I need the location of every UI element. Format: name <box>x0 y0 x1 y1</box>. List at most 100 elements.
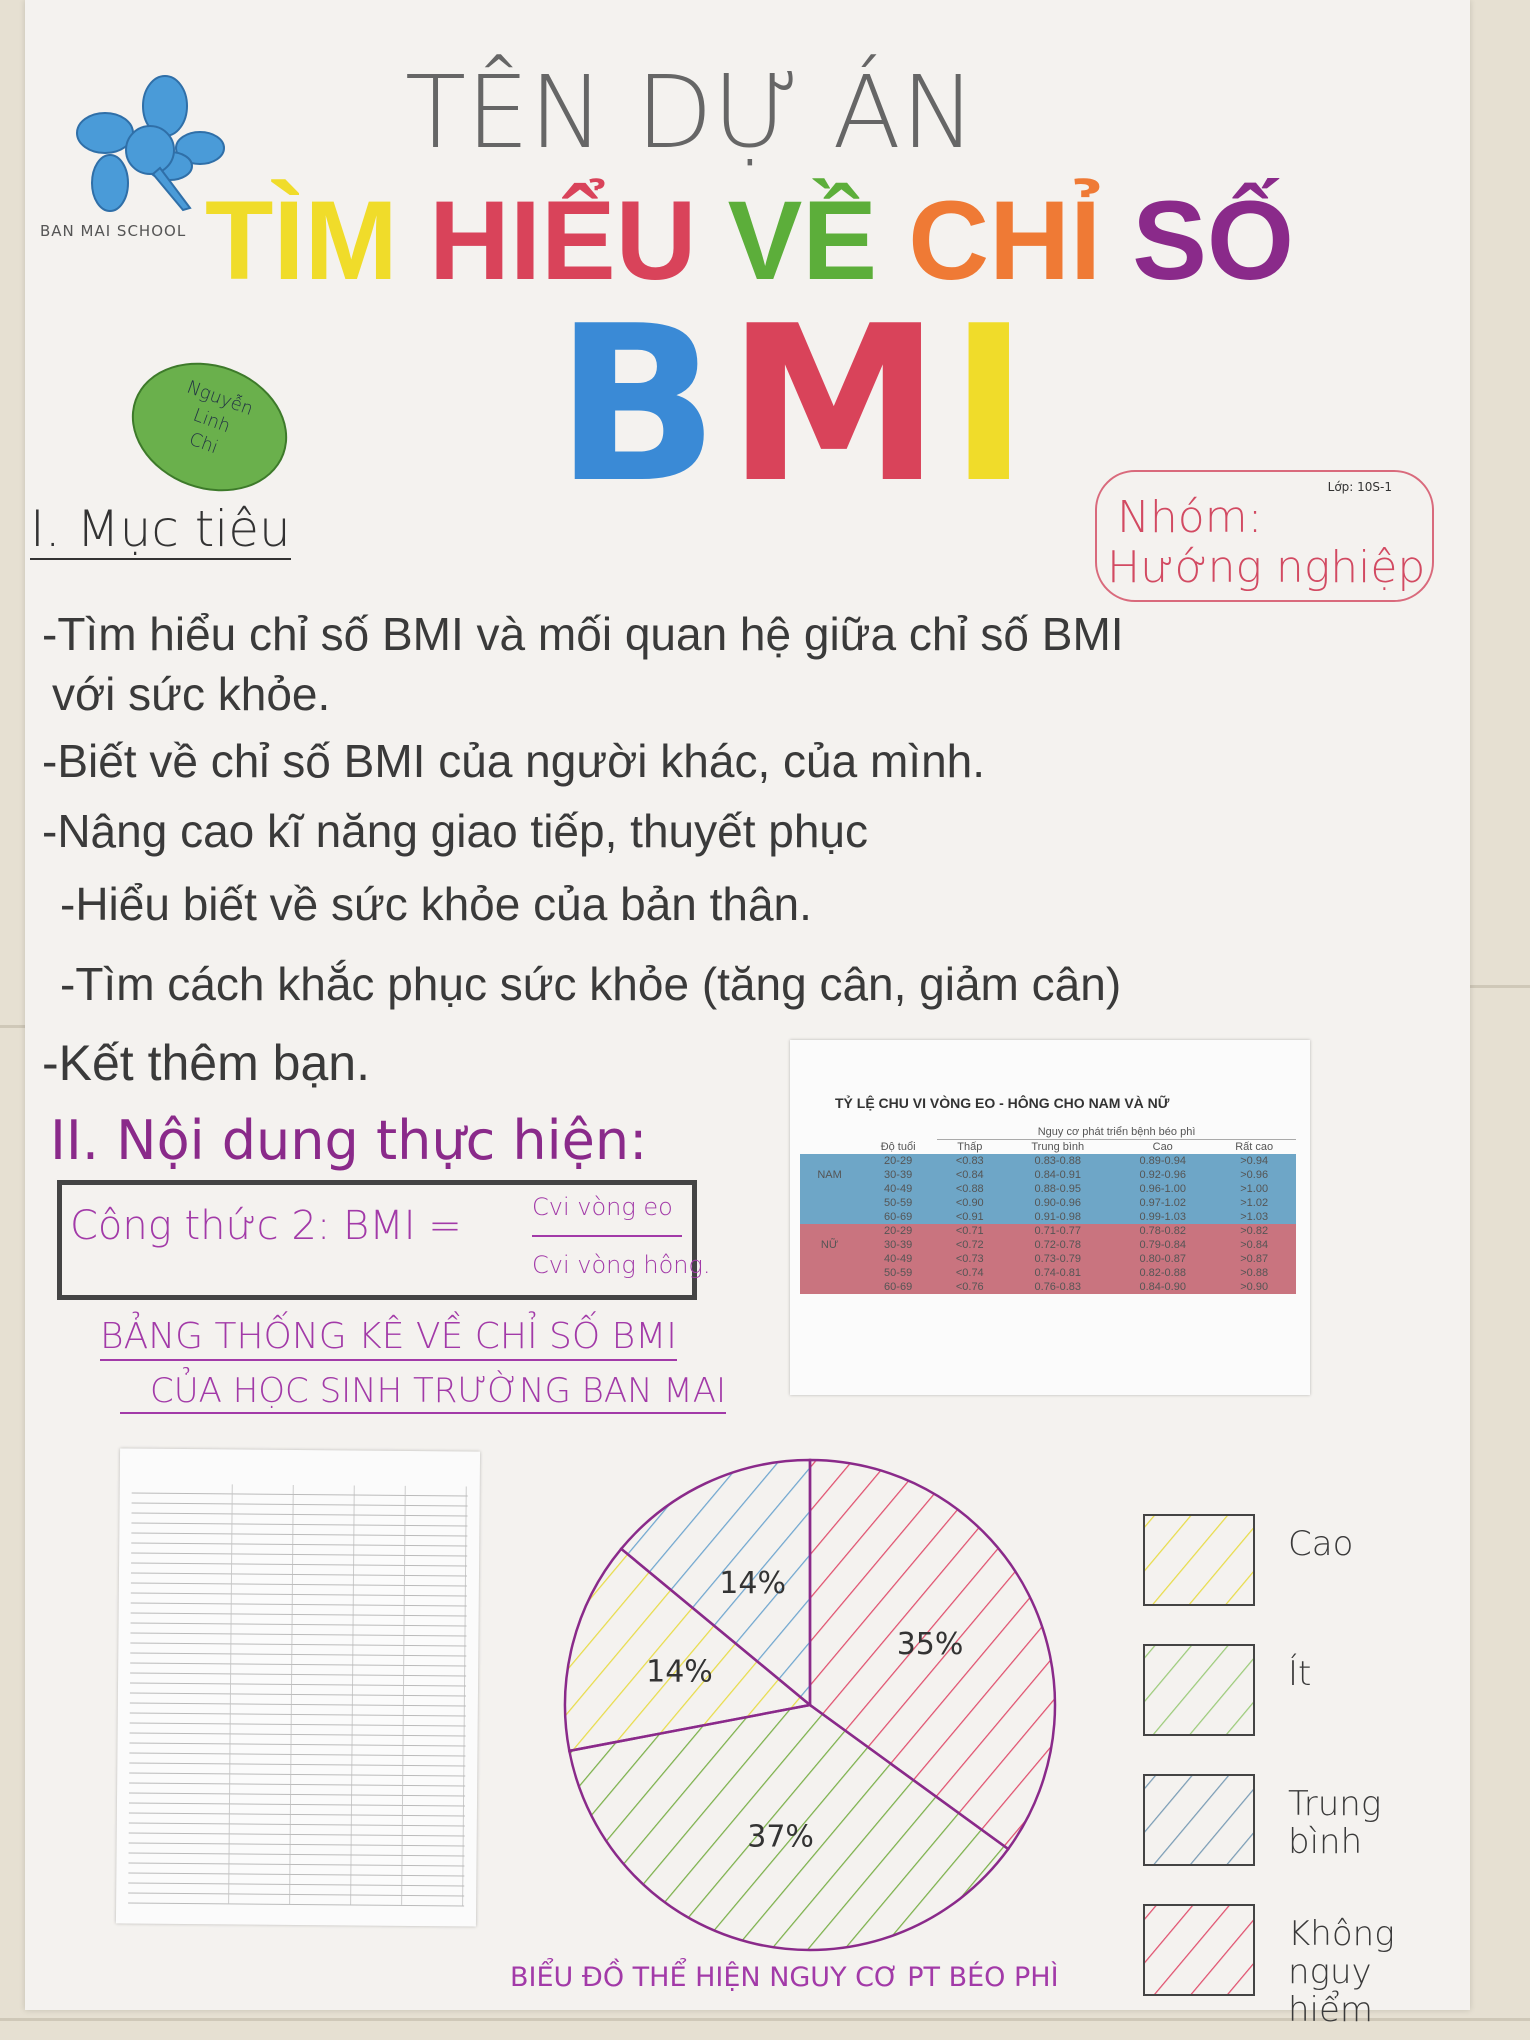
ratio-table-row: 50-59 <0.74 0.74-0.81 0.82-0.88 >0.88 <box>800 1266 1296 1280</box>
student-data-sheet <box>115 1448 481 1927</box>
ratio-cell: 30-39 <box>859 1238 938 1252</box>
pie-slice <box>619 1458 812 1708</box>
project-label: TÊN DỰ ÁN <box>405 54 976 171</box>
ratio-cell: 60-69 <box>859 1210 938 1224</box>
ratio-column-header: Thấp <box>957 1141 983 1153</box>
legend-label: Trung bình <box>1288 1784 1382 1862</box>
legend-swatch <box>1143 1904 1255 1996</box>
legend-swatch <box>1143 1774 1255 1866</box>
title-word: CHỈ <box>908 178 1102 303</box>
legend-label: Cao <box>1288 1524 1354 1564</box>
ratio-cell: 0.97-1.02 <box>1113 1196 1213 1210</box>
ratio-cell: 0.99-1.03 <box>1113 1210 1213 1224</box>
ratio-table-row: 60-69 <0.91 0.91-0.98 0.99-1.03 >1.03 <box>800 1210 1296 1224</box>
ratio-cell: <0.90 <box>937 1196 1003 1210</box>
ratio-cell: 20-29 <box>859 1224 938 1238</box>
bmi-title: BMI <box>555 297 1037 512</box>
ratio-cell: 0.72-0.78 <box>1002 1238 1114 1252</box>
pie-slice-label: 14% <box>719 1566 786 1601</box>
ratio-cell: 0.92-0.96 <box>1113 1168 1213 1182</box>
poster-title: TÌM HIỂU VỀ CHỈ SỐ <box>205 182 1294 300</box>
ratio-column-header: Cao <box>1152 1141 1173 1153</box>
title-word: TÌM <box>205 178 398 303</box>
ratio-cell: 0.88-0.95 <box>1002 1182 1114 1196</box>
legend-swatch <box>1143 1644 1255 1736</box>
ratio-cell: 0.90-0.96 <box>1002 1196 1114 1210</box>
pie-slice <box>563 1547 813 1753</box>
ratio-table-row: NAM 30-39 <0.84 0.84-0.91 0.92-0.96 >0.96 <box>800 1168 1296 1182</box>
ratio-cell: 0.79-0.84 <box>1113 1238 1213 1252</box>
ratio-group-label <box>800 1154 860 1168</box>
fraction-bar <box>532 1235 682 1237</box>
ratio-cell: 0.96-1.00 <box>1113 1182 1213 1196</box>
group-label: Nhóm: <box>1117 492 1263 543</box>
objective-item: -Hiểu biết về sức khỏe của bản thân. <box>60 878 812 930</box>
school-name: BAN MAI SCHOOL <box>40 222 187 240</box>
ratio-cell: 50-59 <box>859 1266 938 1280</box>
ratio-cell: 50-59 <box>859 1196 938 1210</box>
student-data-grid <box>128 1483 468 1907</box>
stats-title-line2: CỦA HỌC SINH TRƯỜNG BAN MAI <box>120 1370 726 1414</box>
pie-slice-label: 35% <box>897 1627 964 1662</box>
ratio-cell: >1.02 <box>1212 1196 1296 1210</box>
ratio-cell: 20-29 <box>859 1154 938 1168</box>
ratio-cell: >0.87 <box>1212 1252 1296 1266</box>
ratio-table-sheet: TỶ LỆ CHU VI VÒNG EO - HÔNG CHO NAM VÀ N… <box>790 1040 1310 1395</box>
objective-item: với sức khỏe. <box>52 668 331 720</box>
ratio-cell: 40-49 <box>859 1182 938 1196</box>
bmi-letter: I <box>948 279 1037 530</box>
school-logo-icon <box>76 75 225 212</box>
ratio-group-label <box>800 1182 860 1196</box>
legend-label: Ít <box>1288 1654 1312 1694</box>
ratio-cell: <0.73 <box>937 1252 1003 1266</box>
pie-slice <box>808 1458 1057 1851</box>
ratio-cell: <0.71 <box>937 1224 1003 1238</box>
ratio-group-label <box>800 1280 860 1294</box>
section2-heading: II. Nội dung thực hiện: <box>50 1109 648 1172</box>
stats-title-line1: BẢNG THỐNG KÊ VỀ CHỈ SỐ BMI <box>100 1315 677 1361</box>
title-word: HIỂU <box>428 178 697 303</box>
pie-slice-label: 14% <box>646 1654 713 1689</box>
ratio-cell: 0.83-0.88 <box>1002 1154 1114 1168</box>
objective-item: -Tìm hiểu chỉ số BMI và mối quan hệ giữa… <box>42 608 1124 660</box>
ratio-cell: 30-39 <box>859 1168 938 1182</box>
ratio-cell: 0.84-0.90 <box>1113 1280 1213 1294</box>
data-sheet-row <box>128 1893 465 1907</box>
ratio-cell: >0.84 <box>1212 1238 1296 1252</box>
ratio-cell: 0.74-0.81 <box>1002 1266 1114 1280</box>
title-word: VỀ <box>727 178 878 303</box>
ratio-table-row: 40-49 <0.88 0.88-0.95 0.96-1.00 >1.00 <box>800 1182 1296 1196</box>
ratio-table-row: 20-29 <0.71 0.71-0.77 0.78-0.82 >0.82 <box>800 1224 1296 1238</box>
ratio-cell: 0.78-0.82 <box>1113 1224 1213 1238</box>
ratio-group-label: NAM <box>800 1168 860 1182</box>
ratio-column-header: Độ tuổi <box>880 1140 916 1153</box>
ratio-cell: >0.90 <box>1212 1280 1296 1294</box>
ratio-table-row: 20-29 <0.83 0.83-0.88 0.89-0.94 >0.94 <box>800 1154 1296 1168</box>
objective-item: -Tìm cách khắc phục sức khỏe (tăng cân, … <box>60 958 1122 1010</box>
legend-label: Không nguy hiểm <box>1288 1914 1395 2030</box>
class-label: Lớp: 10S-1 <box>1327 480 1392 494</box>
ratio-cell: 0.76-0.83 <box>1002 1280 1114 1294</box>
ratio-cell: 0.84-0.91 <box>1002 1168 1114 1182</box>
ratio-group-label: NỮ <box>800 1238 860 1252</box>
ratio-table-row: 50-59 <0.90 0.90-0.96 0.97-1.02 >1.02 <box>800 1196 1296 1210</box>
ratio-group-label <box>800 1266 860 1280</box>
bmi-letter: M <box>726 279 949 530</box>
objective-item: -Biết về chỉ số BMI của người khác, của … <box>42 735 986 787</box>
ratio-cell: >0.88 <box>1212 1266 1296 1280</box>
ratio-group-label <box>800 1196 860 1210</box>
ratio-cell: >0.94 <box>1212 1154 1296 1168</box>
ratio-table-row: 40-49 <0.73 0.73-0.79 0.80-0.87 >0.87 <box>800 1252 1296 1266</box>
floor-tile-line <box>0 2018 1530 2021</box>
group-box: Lớp: 10S-1 Nhóm: Hướng nghiệp <box>1095 470 1434 602</box>
ratio-cell: 40-49 <box>859 1252 938 1266</box>
ratio-group-label <box>800 1252 860 1266</box>
ratio-cell: >0.96 <box>1212 1168 1296 1182</box>
floor-tile-line <box>0 1025 30 1028</box>
chart-title: BIỂU ĐỒ THỂ HIỆN NGUY CƠ PT BÉO PHÌ <box>510 1962 1059 1993</box>
ratio-cell: <0.84 <box>937 1168 1003 1182</box>
pie-slice-label: 37% <box>747 1820 814 1855</box>
bmi-letter: B <box>555 279 727 530</box>
ratio-cell: 0.82-0.88 <box>1113 1266 1213 1280</box>
formula-box: Công thức 2: BMI = Cvi vòng eo Cvi vòng … <box>57 1180 711 1300</box>
